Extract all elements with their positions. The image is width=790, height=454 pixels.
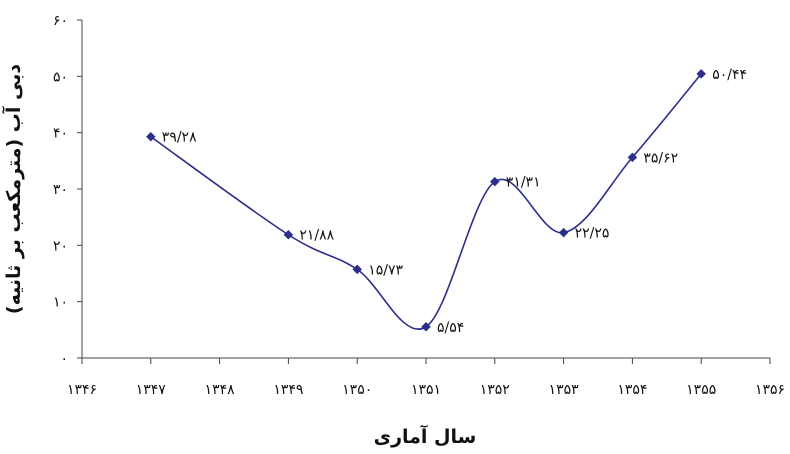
x-tick-label: ۱۳۴۸ [205,382,236,398]
y-tick-labels: ۰ ۱۰ ۲۰ ۳۰ ۴۰ ۵۰ ۶۰ [53,13,68,367]
y-tick-label: ۴۰ [53,126,68,142]
data-label: ۳۵/۶۲ [643,150,678,166]
y-tick-label: ۰ [60,351,68,367]
data-point-marker [559,228,568,237]
x-tick-label: ۱۳۵۳ [549,382,580,398]
x-tick-labels: ۱۳۴۶ ۱۳۴۷ ۱۳۴۸ ۱۳۴۹ ۱۳۵۰ ۱۳۵۱ ۱۳۵۲ ۱۳۵۳ ۱۳۵۴ ۱۳۵۵… [67,382,785,398]
y-tick-label: ۲۰ [53,238,68,254]
data-label: ۳۱/۳۱ [506,175,541,191]
data-label: ۳۹/۲۸ [162,130,197,146]
y-tick-label: ۱۰ [53,295,68,311]
x-tick-label: ۱۳۵۴ [617,382,647,398]
series [151,74,701,329]
x-axis-title: سال آماری [374,424,477,448]
y-tick-label: ۳۰ [53,182,68,198]
x-tick-label: ۱۳۵۶ [755,382,785,398]
series-line [151,74,701,329]
y-tick-label: ۶۰ [53,13,68,29]
data-label: ۱۵/۷۳ [368,262,403,278]
data-label: ۲۲/۲۵ [575,226,610,242]
y-axis-title: دبی آب (مترمکعب بر ثانیه) [1,64,25,314]
data-label: ۵۰/۴۴ [712,67,747,83]
tick-marks [77,20,770,364]
data-label: ۵/۵۴ [437,320,464,336]
y-tick-label: ۵۰ [53,69,68,85]
data-point-marker [284,230,293,239]
markers [146,69,705,331]
x-tick-label: ۱۳۵۵ [686,382,716,398]
x-tick-label: ۱۳۴۹ [273,382,303,398]
x-tick-label: ۱۳۵۰ [342,382,372,398]
data-label: ۲۱/۸۸ [299,228,334,244]
x-tick-label: ۱۳۵۲ [480,382,510,398]
axes [82,20,770,358]
x-tick-label: ۱۳۴۷ [136,382,167,398]
x-tick-label: ۱۳۵۱ [411,382,441,398]
data-labels: ۳۹/۲۸ ۲۱/۸۸ ۱۵/۷۳ ۵/۵۴ ۳۱/۳۱ ۲۲/۲۵ ۳۵/۶۲ ۵۰/۴۴ [162,67,747,336]
x-tick-label: ۱۳۴۶ [67,382,97,398]
